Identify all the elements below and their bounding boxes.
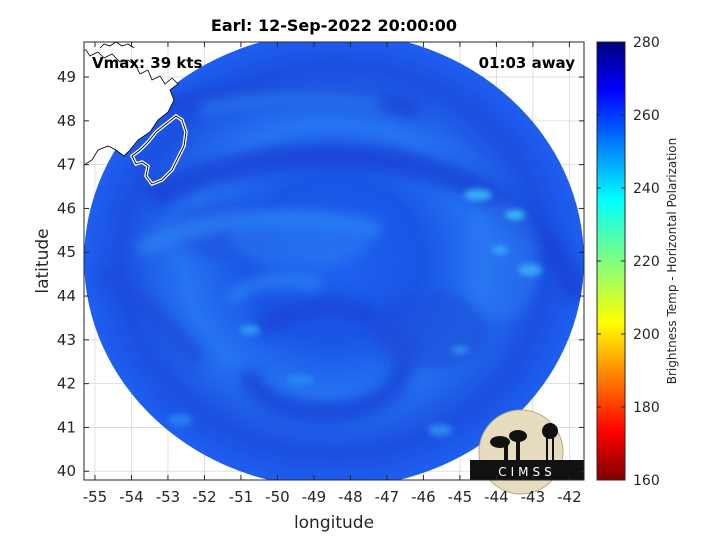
colorbar-tick-label: 200 xyxy=(633,327,660,343)
y-tick-label: 46 xyxy=(57,199,76,217)
x-tick-label: -52 xyxy=(192,488,217,506)
x-tick-label: -48 xyxy=(338,488,363,506)
axes-frame xyxy=(83,41,585,481)
x-tick-label: -53 xyxy=(156,488,181,506)
x-tick-label: -55 xyxy=(83,488,108,506)
swath-layer xyxy=(84,42,584,480)
vmax-annotation: Vmax: 39 kts xyxy=(92,54,202,72)
colorbar-tick-label: 280 xyxy=(633,35,660,51)
x-tick-label: -43 xyxy=(521,488,546,506)
x-axis: -55 -54 -53 -52 -51 -50 -49 -48 -47 -46 -45 -44 -43-… xyxy=(83,42,582,506)
water-tower-icon xyxy=(542,423,558,439)
y-tick-label: 43 xyxy=(57,331,76,349)
colorbar-tick-label: 240 xyxy=(633,181,660,197)
y-tick-label: 48 xyxy=(57,112,76,130)
cimss-logo: CIMSS xyxy=(470,409,584,495)
colorbar-tick-label: 180 xyxy=(633,400,660,416)
x-tick-label: -44 xyxy=(484,488,509,506)
colorbar-gradient xyxy=(596,41,626,481)
y-tick-label: 45 xyxy=(57,243,76,261)
colorbar-tick-label: 260 xyxy=(633,108,660,124)
y-tick-label: 41 xyxy=(57,418,76,436)
cloud-highlights xyxy=(168,189,542,436)
cloud-bands-light xyxy=(135,91,540,320)
logo-label: CIMSS xyxy=(498,465,556,479)
x-tick-label: -51 xyxy=(229,488,254,506)
colorbar: 160 180 200 220 240 260 280 Brightness Temp - … xyxy=(596,35,679,489)
y-tick-label: 42 xyxy=(57,375,76,393)
x-tick-label: -42 xyxy=(557,488,582,506)
y-tick-label: 44 xyxy=(57,287,76,305)
colorbar-tick-label: 220 xyxy=(633,254,660,270)
chart-title: Earl: 12-Sep-2022 20:00:00 xyxy=(211,16,457,35)
y-tick-label: 47 xyxy=(57,156,76,174)
colorbar-tick-label: 160 xyxy=(633,473,660,489)
x-tick-label: -50 xyxy=(265,488,290,506)
y-tick-label: 49 xyxy=(57,68,76,86)
x-tick-label: -49 xyxy=(302,488,327,506)
colorbar-ticks: 160 180 200 220 240 260 280 xyxy=(597,35,660,489)
x-tick-label: -47 xyxy=(375,488,400,506)
x-axis-label: longitude xyxy=(294,513,374,533)
y-tick-label: 40 xyxy=(57,462,76,480)
y-axis-label: latitude xyxy=(33,228,53,293)
coastline xyxy=(84,42,188,187)
colorbar-label: Brightness Temp - Horizontal Polarizatio… xyxy=(665,138,679,385)
x-tick-label: -45 xyxy=(448,488,473,506)
y-axis: 40 41 42 43 44 45 46 47 48 49 xyxy=(57,68,584,480)
x-tick-label: -54 xyxy=(119,488,144,506)
time-away-annotation: 01:03 away xyxy=(479,54,576,72)
x-tick-label: -46 xyxy=(411,488,436,506)
